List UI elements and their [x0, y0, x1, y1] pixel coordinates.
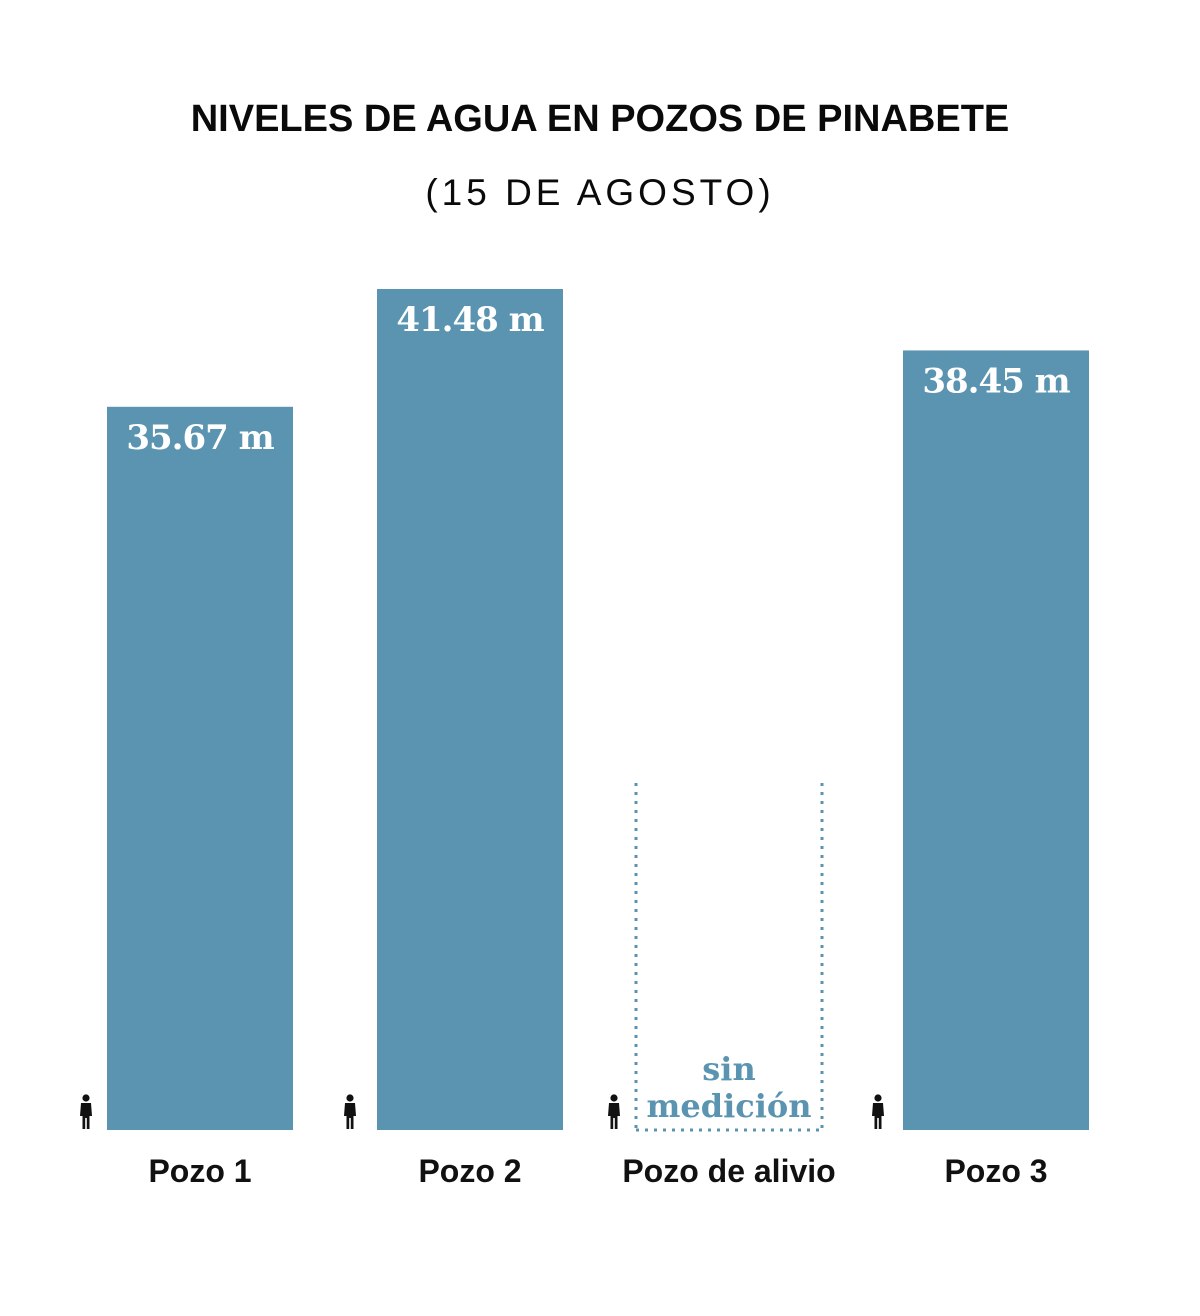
person-silhouette-icon [872, 1094, 884, 1129]
no-measure-label: medición [647, 1087, 812, 1125]
chart-subtitle: (15 DE AGOSTO) [425, 172, 775, 213]
person-silhouette-icon [80, 1094, 92, 1129]
person-silhouette-icon [608, 1094, 620, 1129]
bar [107, 406, 293, 1131]
category-label: Pozo de alivio [622, 1153, 835, 1189]
category-label: Pozo 1 [148, 1153, 251, 1189]
category-label: Pozo 3 [944, 1153, 1047, 1189]
chart-title: NIVELES DE AGUA EN POZOS DE PINABETE [190, 98, 1010, 140]
data-label: 35.67 m [126, 418, 274, 458]
no-measure-label: sin [702, 1050, 755, 1088]
category-label: Pozo 2 [418, 1153, 521, 1189]
data-label: 38.45 m [922, 361, 1070, 401]
bar [903, 350, 1089, 1130]
data-label: 41.48 m [396, 300, 544, 340]
bar [377, 289, 563, 1130]
person-silhouette-icon [344, 1094, 356, 1129]
